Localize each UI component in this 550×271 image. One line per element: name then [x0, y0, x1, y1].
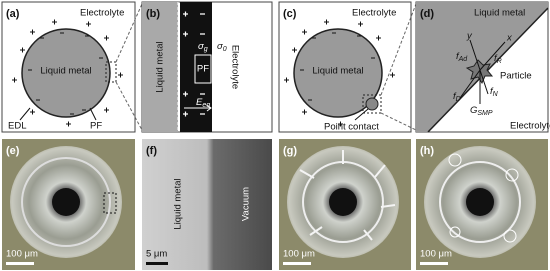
subscript: Ad	[458, 56, 469, 63]
label: Liquid metal	[312, 66, 363, 77]
scale-label: 100 μm	[283, 249, 315, 260]
label: PF	[197, 64, 209, 75]
subscript: R	[497, 58, 502, 65]
panel-h: (h) 100 μm	[416, 139, 548, 270]
label: PF	[90, 121, 102, 132]
panel-g: (g) 100 μm	[279, 139, 411, 270]
label: EDL	[8, 121, 26, 132]
symbol: σg	[198, 41, 208, 53]
symbol: f	[453, 91, 457, 102]
symbol: fD	[453, 91, 461, 103]
subscript: SMP	[477, 110, 493, 117]
scale-label: 100 μm	[6, 249, 38, 260]
panel-label: (a)	[6, 8, 20, 20]
symbol: fAd	[456, 51, 468, 63]
subscript: N	[493, 91, 499, 98]
symbol: fN	[490, 86, 499, 98]
panel-label: (f)	[146, 145, 157, 157]
symbol: fR	[494, 53, 502, 65]
panel-label: (b)	[146, 8, 160, 20]
label: Liquid metal	[155, 41, 166, 92]
symbol: G	[470, 105, 477, 116]
label: Liquid metal	[173, 178, 184, 229]
panel-e: (e) 100 μm	[2, 139, 135, 270]
label: x	[506, 33, 513, 44]
panel-label: (d)	[420, 8, 434, 20]
label: y	[466, 31, 473, 42]
label: Electrolyte	[510, 121, 550, 132]
symbol: σ0	[217, 41, 227, 53]
symbol: f	[494, 53, 498, 64]
label: Liquid metal	[40, 66, 91, 77]
symbol: Eeq	[196, 97, 210, 109]
panel-label: (c)	[283, 8, 297, 20]
label: Electrolyte	[352, 8, 396, 19]
panel-label: (g)	[283, 145, 297, 157]
panel-d: (d) Liquid metal y x Particle Electrolyt…	[415, 1, 550, 133]
scale-label: 5 μm	[146, 249, 167, 260]
subscript: 0	[223, 46, 227, 53]
subscript: D	[456, 96, 461, 103]
panel-b: PF Liquid metal Electrolyte (b) σg σ0 Ee…	[141, 1, 273, 133]
panel-f: (f) Liquid metal Vacuum 5 μm	[142, 139, 272, 270]
scale-label: 100 μm	[420, 249, 452, 260]
symbol: GSMP	[470, 105, 493, 117]
symbol: f	[456, 51, 460, 62]
label: Liquid metal	[474, 8, 525, 19]
subscript: g	[204, 46, 208, 53]
symbol: E	[196, 97, 203, 108]
label: Electrolyte	[229, 45, 240, 89]
label: Point contact	[324, 122, 379, 133]
panel-c: (c) Electrolyte Liquid metal Point conta…	[278, 1, 417, 133]
label: Particle	[500, 71, 532, 82]
label: Vacuum	[241, 187, 252, 221]
panel-label: (h)	[420, 145, 434, 157]
subscript: eq	[202, 102, 210, 109]
label: Electrolyte	[80, 8, 124, 19]
panel-a: (a) Electrolyte Liquid metal EDL PF	[1, 1, 143, 133]
panel-label: (e)	[6, 145, 20, 157]
symbol: f	[490, 86, 494, 97]
symbol: σ	[217, 41, 224, 52]
symbol: σ	[198, 41, 205, 52]
